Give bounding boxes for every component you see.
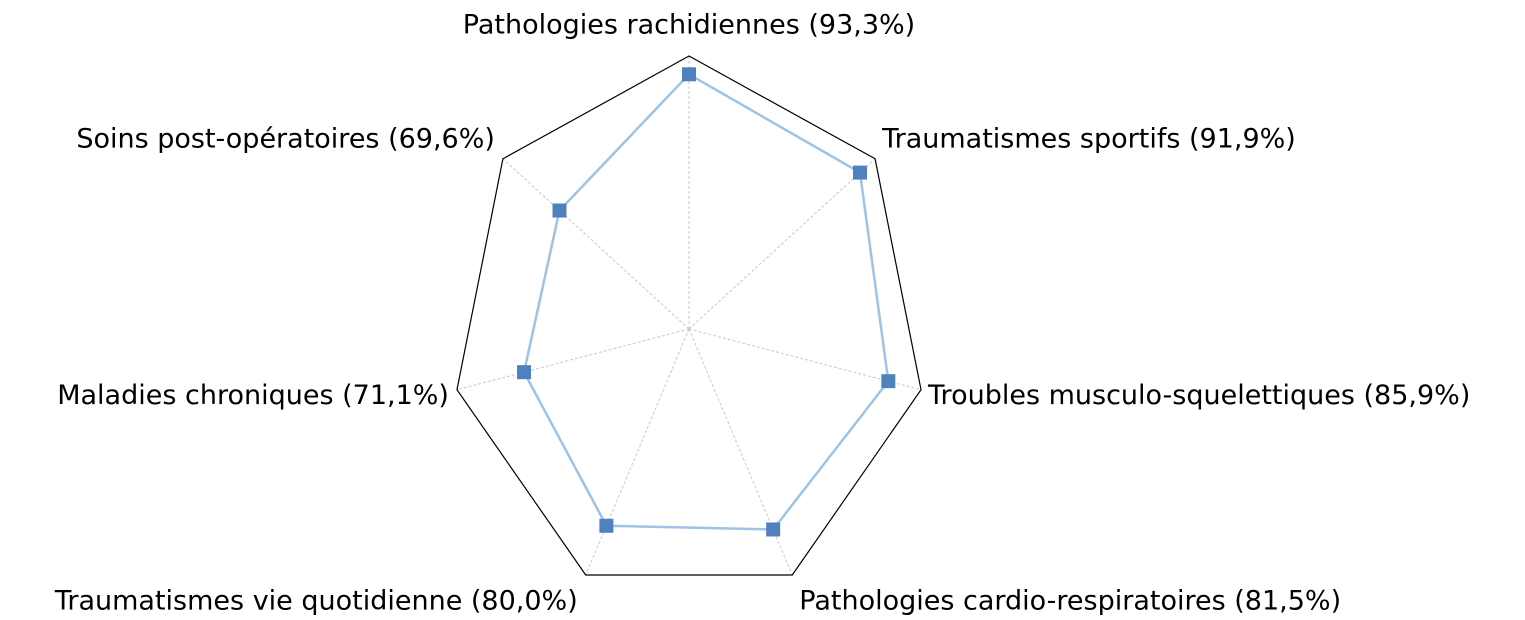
outer-frame (456, 55, 922, 576)
axis-label: Traumatismes sportifs (91,9%) (881, 124, 1296, 155)
spoke (688, 328, 793, 576)
spoke (502, 158, 690, 330)
axis-label: Pathologies rachidiennes (93,3%) (463, 10, 915, 41)
marker (552, 203, 567, 218)
series-line (522, 72, 890, 531)
marker (517, 365, 532, 380)
axis-label: Troubles musculo-squelettiques (85,9%) (927, 380, 1470, 411)
marker (853, 165, 868, 180)
axis-label: Maladies chroniques (71,1%) (57, 380, 449, 411)
spoke (585, 328, 690, 576)
marker (599, 518, 614, 533)
marker (682, 67, 696, 82)
marker (766, 522, 781, 537)
spoke (456, 328, 690, 391)
marker (881, 374, 896, 389)
axis-label: Soins post-opératoires (69,6%) (76, 124, 495, 155)
axis-label: Pathologies cardio-respiratoires (81,5%) (799, 585, 1341, 616)
spoke (688, 158, 876, 330)
axis-label: Traumatismes vie quotidienne (80,0%) (54, 585, 578, 616)
